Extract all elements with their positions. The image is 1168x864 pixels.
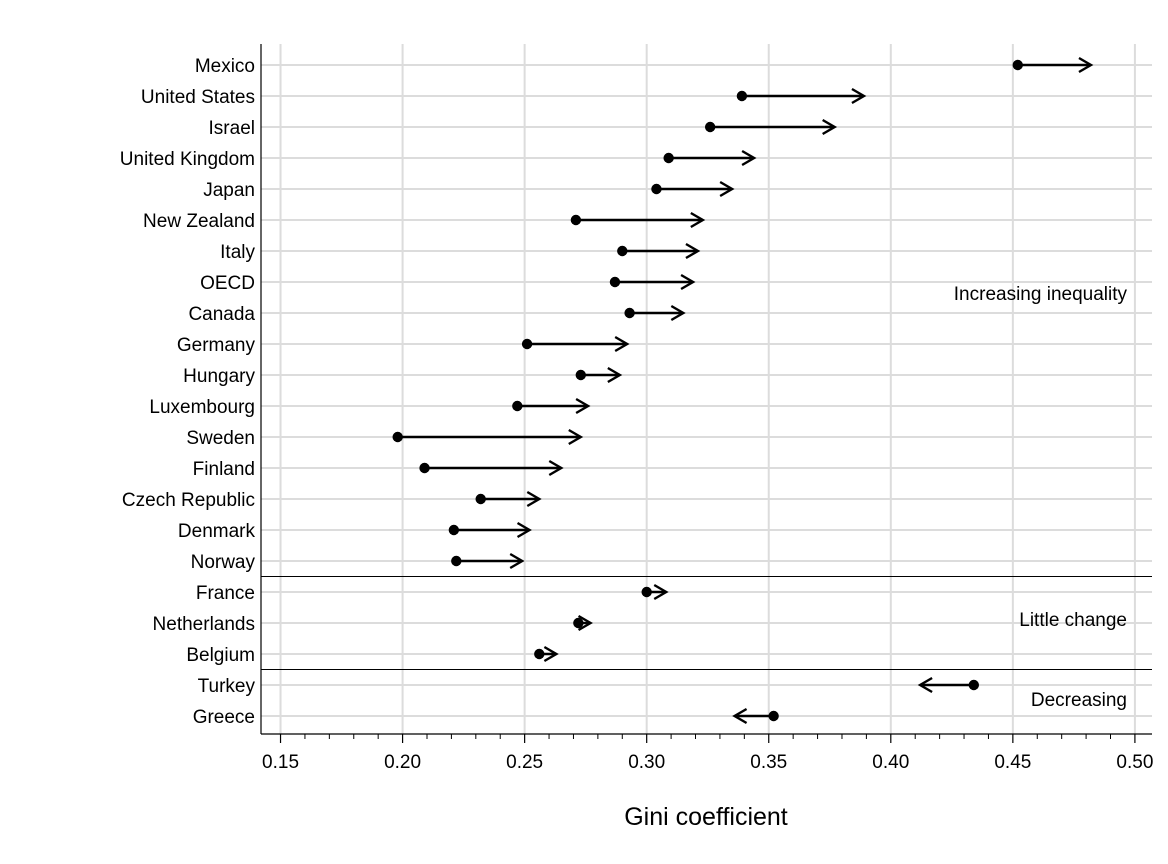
change-arrow-head — [741, 149, 757, 167]
start-dot — [641, 586, 652, 598]
country-label: Canada — [188, 304, 255, 325]
start-dot — [475, 493, 486, 505]
x-ticks: 0.15 0.20 0.25 0.30 0.35 0.40 0.45 0.50 — [262, 734, 1153, 773]
country-label: Czech Republic — [122, 490, 255, 511]
country-label: Sweden — [186, 428, 255, 449]
country-label: United Kingdom — [120, 149, 255, 170]
start-dot — [575, 369, 586, 381]
country-label: Hungary — [183, 366, 255, 387]
change-arrow-head — [614, 335, 630, 353]
start-dot — [573, 617, 584, 629]
start-dot — [448, 524, 460, 536]
x-tick-label: 0.40 — [872, 752, 909, 773]
group-annotation: Decreasing — [1031, 690, 1127, 711]
country-label: Denmark — [178, 521, 256, 542]
country-label: New Zealand — [143, 211, 255, 232]
x-tick-label: 0.35 — [750, 752, 787, 773]
change-arrow-head — [543, 645, 559, 663]
start-dot — [512, 400, 523, 412]
country-label: Germany — [177, 335, 256, 356]
change-arrow-head — [690, 211, 706, 229]
group-annotations: Increasing inequality Little change Decrea… — [954, 284, 1128, 711]
country-label: Turkey — [198, 676, 256, 697]
start-dot — [1012, 59, 1023, 71]
start-dot — [736, 90, 748, 102]
x-tick-label: 0.45 — [994, 752, 1031, 773]
country-label: Netherlands — [153, 614, 255, 635]
start-dot — [663, 152, 674, 164]
change-arrow-head — [732, 707, 748, 725]
change-arrow-head — [1078, 56, 1094, 74]
x-axis-label: Gini coefficient — [624, 803, 788, 831]
x-tick-label: 0.20 — [384, 752, 421, 773]
country-label: Mexico — [195, 56, 255, 77]
country-label: Italy — [220, 242, 255, 263]
change-arrow-head — [670, 304, 686, 322]
change-arrow-head — [680, 273, 696, 291]
start-dot — [521, 338, 533, 350]
start-dot — [451, 555, 462, 567]
start-dot — [534, 648, 545, 660]
change-arrow-head — [577, 614, 593, 632]
start-dot — [392, 431, 403, 443]
axes — [260, 44, 1152, 735]
country-label: Greece — [193, 707, 255, 728]
change-arrow-head — [917, 676, 933, 694]
change-arrow-head — [607, 366, 623, 384]
data-marks — [392, 56, 1094, 725]
start-dot — [617, 245, 628, 257]
change-arrow-head — [575, 397, 591, 415]
start-dot — [624, 307, 635, 319]
x-tick-label: 0.15 — [262, 752, 299, 773]
x-tick-label: 0.25 — [506, 752, 543, 773]
start-dot — [609, 276, 621, 288]
country-label: OECD — [200, 273, 255, 294]
grid-layer — [261, 44, 1152, 734]
change-arrow-head — [851, 87, 867, 105]
change-arrow-head — [653, 583, 669, 601]
start-dot — [651, 183, 662, 195]
start-dot — [419, 462, 430, 474]
country-label: United States — [141, 87, 255, 108]
change-arrow-head — [568, 428, 584, 446]
change-arrow-head — [526, 490, 542, 508]
start-dot — [768, 710, 779, 722]
group-separators — [261, 576, 1152, 670]
change-arrow-head — [685, 242, 701, 260]
change-arrow-head — [548, 459, 564, 477]
country-label: Israel — [209, 118, 255, 139]
start-dot — [570, 214, 582, 226]
country-label: Belgium — [186, 645, 255, 666]
country-label: Luxembourg — [149, 397, 255, 418]
change-arrow-head — [516, 521, 532, 539]
start-dot — [704, 121, 716, 133]
country-label: Norway — [191, 552, 256, 573]
x-tick-label: 0.30 — [628, 752, 665, 773]
group-annotation: Increasing inequality — [954, 284, 1128, 305]
country-label: France — [196, 583, 255, 604]
change-arrow-head — [822, 118, 838, 136]
country-labels: Mexico United States Israel United Kingdom J… — [120, 56, 256, 728]
change-arrow-head — [719, 180, 735, 198]
change-arrow-head — [509, 552, 525, 570]
country-label: Finland — [193, 459, 255, 480]
country-label: Japan — [203, 180, 255, 201]
x-tick-label: 0.50 — [1116, 752, 1153, 773]
group-annotation: Little change — [1019, 610, 1127, 631]
start-dot — [968, 679, 979, 691]
